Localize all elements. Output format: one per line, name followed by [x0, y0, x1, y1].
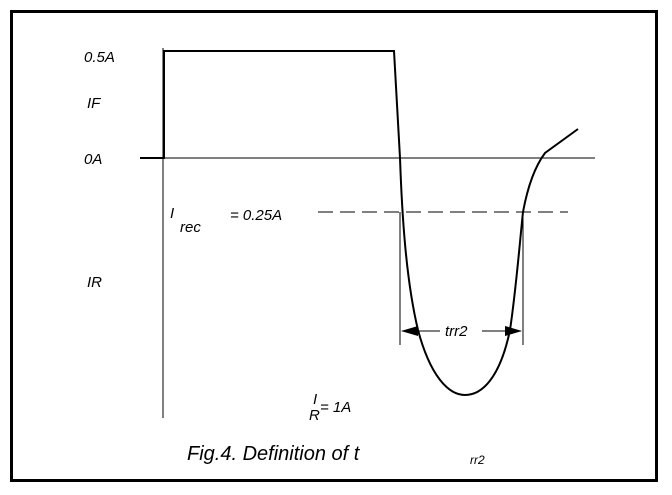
trr-label: trr2 [445, 323, 468, 340]
trr-arrow-right-head [505, 326, 522, 336]
level-zero-label: 0A [84, 151, 102, 168]
figure-frame [10, 10, 658, 482]
irec-prefix-label: I [170, 205, 174, 222]
figure-caption-subscript: rr2 [470, 453, 485, 467]
irec-value-label: = 0.25A [230, 207, 282, 224]
ir-prefix-label: I [313, 391, 317, 408]
reverse-current-label: IR [87, 274, 102, 291]
current-waveform [140, 50, 579, 397]
irec-subscript-label: rec [180, 219, 201, 236]
ir-value-label: = 1A [320, 399, 351, 416]
trr-arrow-left-head [401, 326, 418, 336]
ir-subscript-label: R [309, 407, 320, 424]
figure-caption: Fig.4. Definition of t [187, 443, 361, 465]
forward-current-label: IF [87, 95, 101, 112]
level-high-label: 0.5A [84, 49, 115, 66]
